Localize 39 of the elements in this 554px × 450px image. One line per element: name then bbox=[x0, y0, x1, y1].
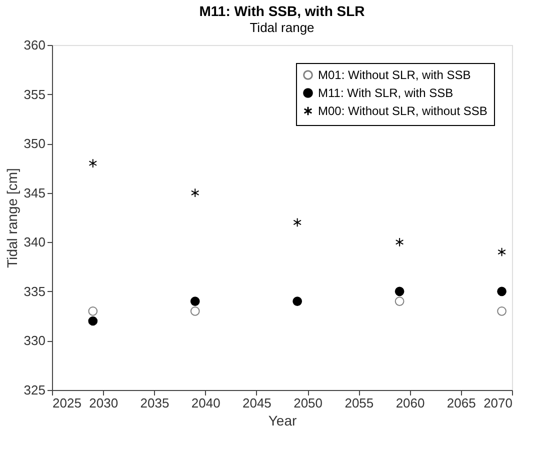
y-tick-label: 330 bbox=[24, 333, 46, 348]
point bbox=[190, 188, 200, 198]
x-axis-title: Year bbox=[268, 412, 297, 428]
y-tick-label: 325 bbox=[24, 382, 46, 398]
x-tick-label: 2045 bbox=[242, 396, 272, 410]
x-tick-label: 2055 bbox=[344, 396, 374, 410]
x-tick-label: 2050 bbox=[294, 396, 323, 410]
chart-subtitle: Tidal range bbox=[250, 20, 314, 35]
point bbox=[498, 247, 506, 257]
y-tick-label: 345 bbox=[24, 185, 46, 200]
y-tick-label: 355 bbox=[24, 86, 46, 102]
point bbox=[394, 286, 404, 296]
point bbox=[394, 296, 404, 306]
point bbox=[190, 296, 200, 306]
legend-label: M11: With SLR, with SSB bbox=[318, 86, 454, 100]
y-tick-label: 340 bbox=[24, 234, 46, 250]
legend-label: M00: Without SLR, without SSB bbox=[318, 104, 488, 118]
chart-title: M11: With SSB, with SLR bbox=[199, 3, 365, 19]
y-tick-label: 360 bbox=[24, 38, 46, 52]
x-tick-label: 2065 bbox=[446, 396, 476, 410]
point bbox=[497, 286, 506, 296]
point bbox=[292, 296, 302, 306]
point bbox=[395, 237, 404, 247]
point bbox=[88, 158, 98, 168]
x-tick-label: 2025 bbox=[52, 396, 82, 410]
x-tick-label: 2070 bbox=[484, 396, 512, 410]
x-tick-label: 2040 bbox=[191, 396, 220, 410]
point bbox=[497, 306, 506, 316]
x-tick-label: 2060 bbox=[396, 396, 425, 410]
y-tick-label: 335 bbox=[24, 284, 46, 299]
legend-label: M01: Without SLR, with SSB bbox=[318, 68, 471, 82]
x-tick-label: 2035 bbox=[140, 396, 170, 410]
y-tick-label: 350 bbox=[24, 136, 46, 152]
y-axis-title: Tidal range [cm] bbox=[4, 168, 20, 268]
point bbox=[293, 218, 302, 228]
x-tick-label: 2030 bbox=[89, 396, 118, 410]
point bbox=[88, 316, 98, 326]
point bbox=[88, 306, 98, 316]
point bbox=[190, 306, 200, 316]
